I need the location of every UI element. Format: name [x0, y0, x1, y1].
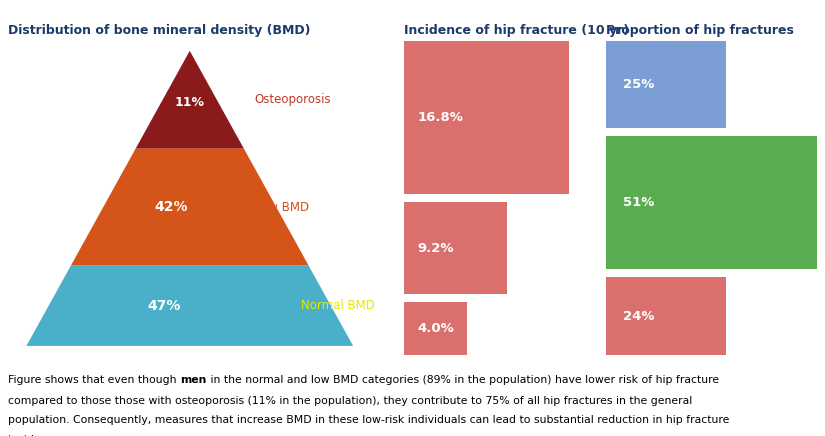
Bar — [606, 41, 726, 128]
Text: 4.0%: 4.0% — [417, 322, 455, 335]
Bar — [606, 136, 817, 269]
Text: compared to those those with osteoporosis (11% in the population), they contribu: compared to those those with osteoporosi… — [8, 395, 692, 405]
Bar — [404, 41, 569, 194]
Text: Normal BMD: Normal BMD — [301, 299, 375, 312]
Bar — [404, 302, 467, 355]
Text: 42%: 42% — [155, 200, 188, 214]
Text: 24%: 24% — [623, 310, 655, 323]
Polygon shape — [71, 149, 309, 266]
Text: Proportion of hip fractures: Proportion of hip fractures — [606, 24, 794, 37]
Text: in the normal and low BMD categories (89% in the population) have lower risk of : in the normal and low BMD categories (89… — [206, 375, 719, 385]
Text: 11%: 11% — [175, 96, 205, 109]
Bar — [606, 277, 726, 355]
Polygon shape — [135, 51, 244, 149]
Text: Figure shows that even though: Figure shows that even though — [8, 375, 180, 385]
Text: population. Consequently, measures that increase BMD in these low-risk individua: population. Consequently, measures that … — [8, 415, 729, 425]
Text: 47%: 47% — [148, 299, 181, 313]
Text: 51%: 51% — [623, 196, 654, 209]
Polygon shape — [26, 266, 353, 346]
Text: 25%: 25% — [623, 78, 654, 91]
Text: Incidence of hip fracture (10 yr): Incidence of hip fracture (10 yr) — [404, 24, 629, 37]
Text: 16.8%: 16.8% — [417, 111, 464, 124]
Text: 9.2%: 9.2% — [417, 242, 454, 255]
Text: Low BMD: Low BMD — [255, 201, 309, 214]
Text: Distribution of bone mineral density (BMD): Distribution of bone mineral density (BM… — [8, 24, 311, 37]
Text: men: men — [180, 375, 206, 385]
Text: Osteoporosis: Osteoporosis — [255, 93, 332, 106]
Text: incidence.: incidence. — [8, 435, 64, 436]
Bar — [404, 202, 507, 294]
